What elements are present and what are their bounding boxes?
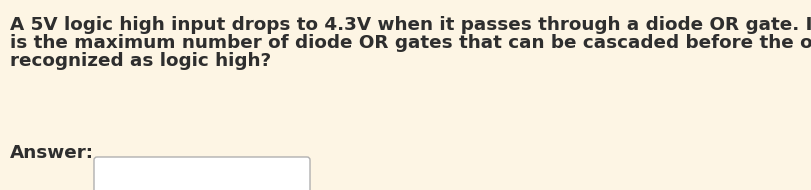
Text: recognized as logic high?: recognized as logic high? — [10, 52, 271, 70]
Text: is the maximum number of diode OR gates that can be cascaded before the output i: is the maximum number of diode OR gates … — [10, 34, 811, 52]
FancyBboxPatch shape — [94, 157, 310, 190]
Text: Answer:: Answer: — [10, 144, 94, 162]
Text: A 5V logic high input drops to 4.3V when it passes through a diode OR gate. If V: A 5V logic high input drops to 4.3V when… — [10, 16, 811, 34]
